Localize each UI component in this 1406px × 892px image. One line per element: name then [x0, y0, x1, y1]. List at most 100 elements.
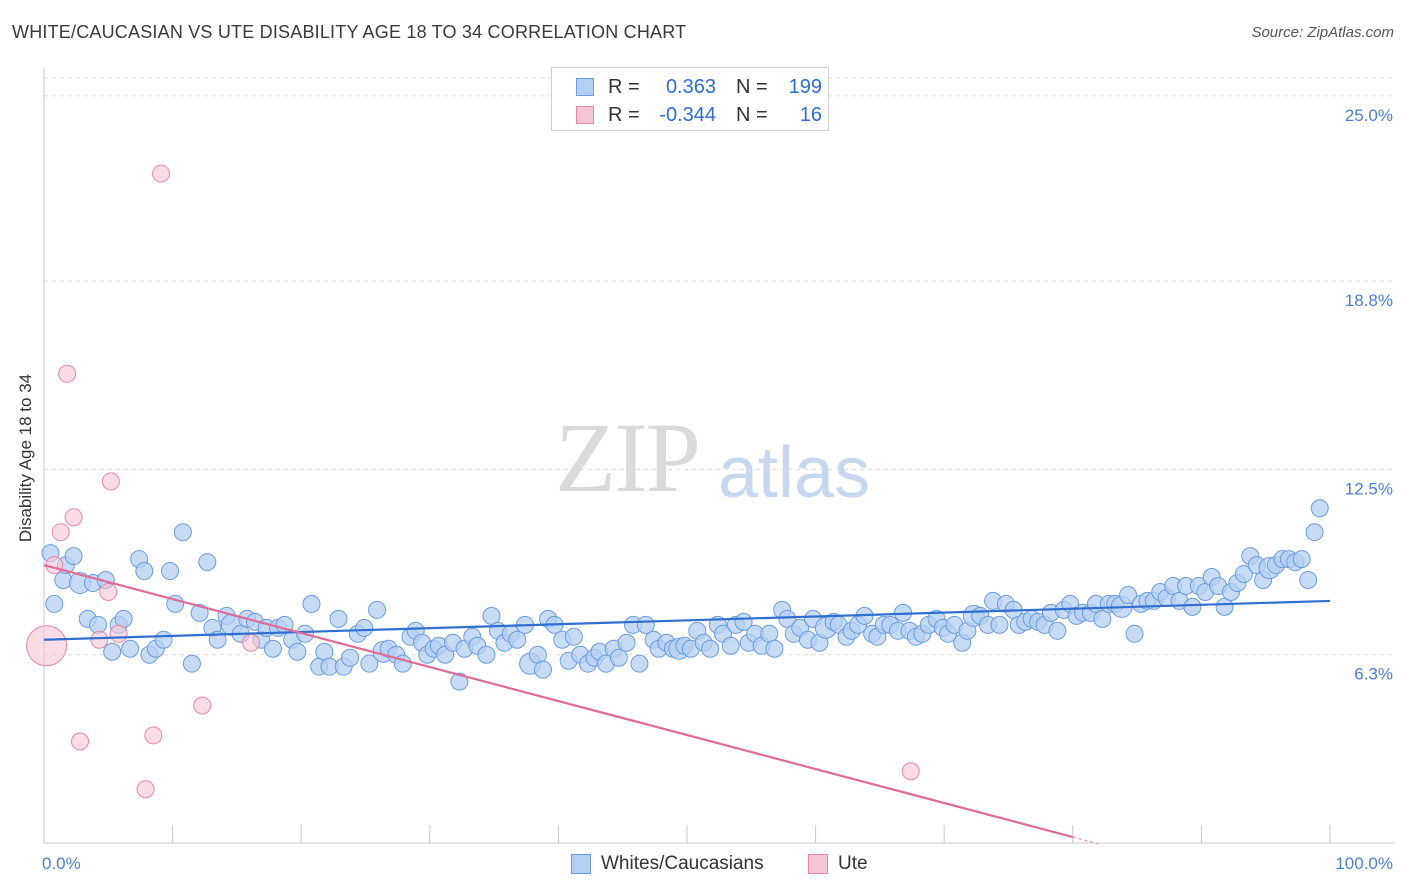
point-whites [161, 562, 180, 581]
x-tick-label-min: 0.0% [42, 854, 81, 873]
correlation-legend: R = 0.363 N = 199 R = -0.344 N = 16 [551, 67, 829, 131]
point-whites [450, 672, 469, 691]
y-tick-label: 25.0% [1345, 106, 1393, 125]
bottom-legend-swatch-ute [808, 854, 828, 874]
point-whites [135, 562, 154, 581]
legend-swatch-ute [576, 106, 594, 124]
point-whites [1119, 585, 1138, 604]
point-whites [1093, 609, 1112, 628]
point-whites [1305, 523, 1324, 542]
grid-lines [44, 77, 1395, 656]
legend-r-label: R = [608, 103, 640, 126]
bottom-legend-label-whites: Whites/Caucasians [601, 853, 764, 874]
point-whites [609, 648, 628, 667]
point-ute [109, 624, 128, 643]
point-ute [71, 732, 90, 751]
legend-swatch-whites [576, 78, 594, 96]
point-whites [778, 609, 797, 628]
bottom-legend-swatch-whites [571, 854, 591, 874]
point-ute [99, 582, 118, 601]
bottom-legend-whites: Whites/Caucasians [571, 852, 764, 876]
point-whites [1292, 550, 1311, 569]
trend-line-ute-extension [1072, 836, 1099, 845]
point-whites [1299, 571, 1318, 590]
point-ute [45, 556, 64, 575]
legend-n-label: N = [736, 75, 768, 98]
point-whites [89, 615, 108, 634]
point-whites [1125, 624, 1144, 643]
point-whites [1310, 499, 1329, 518]
bottom-legend-label-ute: Ute [838, 853, 868, 874]
x-tick-label-max: 100.0% [1335, 854, 1393, 873]
point-ute [58, 364, 77, 383]
point-whites [360, 654, 379, 673]
point-ute [136, 780, 155, 799]
point-whites [315, 642, 334, 661]
tick-labels: 6.3% 12.5% 18.8% 25.0% 0.0% 100.0% [42, 106, 1393, 873]
point-whites [45, 594, 64, 613]
legend-n-value-ute: 16 [799, 103, 822, 126]
point-whites [302, 594, 321, 613]
trend-lines [43, 564, 1331, 845]
point-whites [198, 553, 217, 572]
trend-line-whites [43, 599, 1331, 641]
point-ute [90, 630, 109, 649]
point-ute [26, 625, 68, 667]
point-whites [114, 609, 133, 628]
point-whites [636, 615, 655, 634]
point-whites [990, 615, 1009, 634]
point-whites [54, 571, 73, 590]
point-ute [101, 472, 120, 491]
chart-title: WHITE/CAUCASIAN VS UTE DISABILITY AGE 18… [12, 22, 687, 42]
point-whites [1215, 597, 1234, 616]
point-whites [630, 654, 649, 673]
point-whites [154, 630, 173, 649]
series-whites-caucasians [41, 499, 1329, 691]
chart-source: Source: ZipAtlas.com [1251, 24, 1394, 41]
point-whites [701, 639, 720, 658]
legend-row-ute: R = -0.344 N = 16 [576, 101, 822, 129]
axes [43, 68, 1395, 844]
point-whites [482, 606, 501, 625]
bottom-legend-ute: Ute [808, 852, 868, 876]
point-whites [355, 618, 374, 637]
point-whites [288, 642, 307, 661]
legend-r-label: R = [608, 75, 640, 98]
point-whites [190, 603, 209, 622]
point-whites [528, 645, 547, 664]
point-whites [617, 633, 636, 652]
point-ute [64, 508, 83, 527]
trend-line-ute [43, 564, 1074, 839]
point-ute [152, 164, 171, 183]
y-tick-label: 12.5% [1345, 479, 1393, 498]
y-tick-label: 6.3% [1354, 665, 1393, 684]
point-whites [1183, 597, 1202, 616]
point-ute [51, 523, 70, 542]
point-ute [193, 696, 212, 715]
point-whites [368, 600, 387, 619]
point-whites [263, 639, 282, 658]
point-whites [477, 645, 496, 664]
point-whites [564, 627, 583, 646]
point-whites [121, 639, 140, 658]
point-ute [901, 762, 920, 781]
legend-r-value-whites: 0.363 [665, 75, 716, 98]
point-whites [533, 660, 552, 679]
point-ute [144, 726, 163, 745]
point-ute [242, 633, 261, 652]
point-whites [1234, 565, 1253, 584]
point-whites [173, 523, 192, 542]
y-tick-label: 18.8% [1345, 291, 1393, 310]
watermark-zip: ZIP [555, 402, 701, 513]
series-ute [26, 164, 920, 799]
point-whites [182, 654, 201, 673]
legend-r-value-ute: -0.344 [659, 103, 716, 126]
point-whites [760, 624, 779, 643]
watermark-atlas: atlas [718, 433, 871, 513]
legend-row-whites: R = 0.363 N = 199 [576, 73, 822, 101]
point-whites [341, 648, 360, 667]
point-whites [329, 609, 348, 628]
point-whites [721, 636, 740, 655]
point-whites [508, 630, 527, 649]
